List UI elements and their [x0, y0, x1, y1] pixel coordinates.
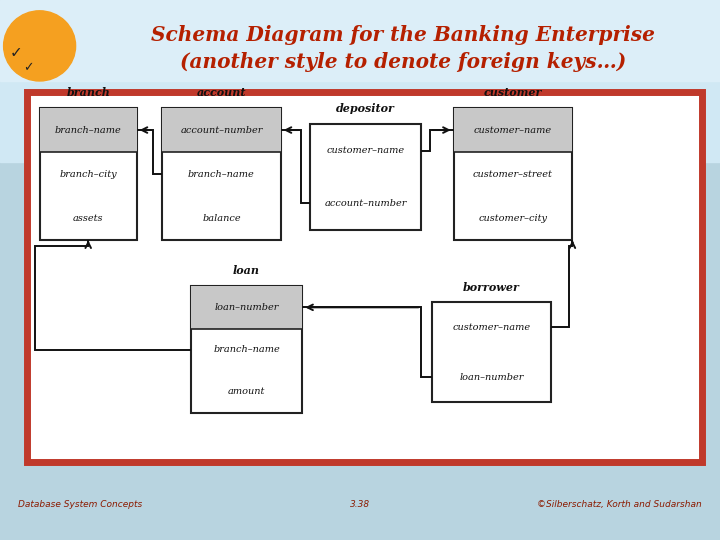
Bar: [0, 0, 720, 162]
Text: customer–name: customer–name: [474, 125, 552, 134]
Text: loan–number: loan–number: [215, 303, 279, 312]
Text: balance: balance: [202, 214, 240, 222]
Text: customer–city: customer–city: [479, 214, 547, 222]
Bar: [0, 0, 720, 81]
Bar: [191, 286, 302, 413]
Text: branch–name: branch–name: [213, 345, 280, 354]
Text: amount: amount: [228, 388, 265, 396]
Text: branch–name: branch–name: [188, 170, 255, 179]
Text: branch: branch: [66, 87, 110, 98]
Text: Schema Diagram for the Banking Enterprise: Schema Diagram for the Banking Enterpris…: [151, 25, 655, 45]
Text: branch–city: branch–city: [59, 170, 117, 179]
Text: account–number: account–number: [324, 199, 407, 208]
Text: ©Silberschatz, Korth and Sudarshan: ©Silberschatz, Korth and Sudarshan: [537, 501, 702, 509]
Text: account–number: account–number: [180, 125, 263, 134]
Text: loan: loan: [233, 266, 260, 276]
Text: account: account: [197, 87, 246, 98]
Text: customer–street: customer–street: [473, 170, 553, 179]
Bar: [310, 124, 421, 230]
Text: borrower: borrower: [463, 282, 520, 293]
Bar: [162, 108, 281, 152]
Text: Database System Concepts: Database System Concepts: [18, 501, 143, 509]
Ellipse shape: [4, 11, 76, 81]
Text: assets: assets: [73, 214, 104, 222]
Bar: [432, 302, 551, 402]
Text: customer–name: customer–name: [326, 146, 405, 155]
Text: loan–number: loan–number: [459, 373, 523, 382]
Bar: [454, 108, 572, 152]
Text: ✓: ✓: [9, 45, 22, 60]
Bar: [162, 108, 281, 240]
Text: customer: customer: [484, 87, 542, 98]
Text: branch–name: branch–name: [55, 125, 122, 134]
Bar: [40, 108, 137, 240]
Bar: [27, 92, 702, 462]
Text: customer–name: customer–name: [452, 323, 531, 332]
Text: 3.38: 3.38: [350, 501, 370, 509]
Text: depositor: depositor: [336, 104, 395, 114]
Bar: [191, 286, 302, 328]
Bar: [40, 108, 137, 152]
Bar: [454, 108, 572, 240]
Text: ✓: ✓: [23, 61, 34, 75]
Text: (another style to denote foreign keys…): (another style to denote foreign keys…): [180, 52, 626, 72]
